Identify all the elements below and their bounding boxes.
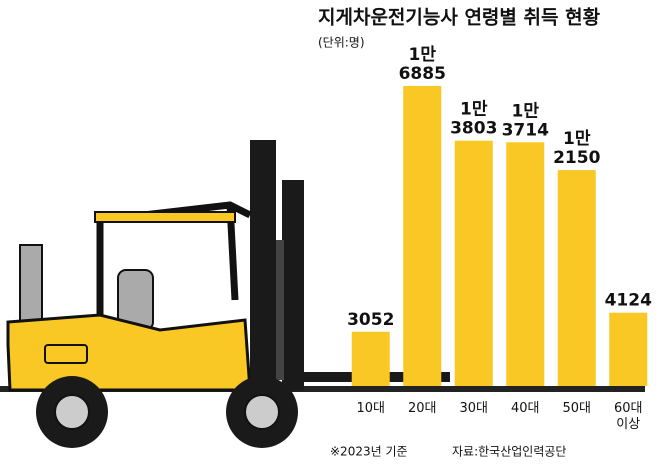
chart-title: 지게차운전기능사 연령별 취득 현황 [318, 6, 601, 29]
value-label: 1만 2150 [553, 129, 600, 168]
bar [351, 331, 390, 386]
value-label: 1만 3803 [450, 100, 497, 139]
x-tick-label: 40대 [511, 401, 540, 416]
x-tick-label: 50대 [562, 401, 591, 416]
value-label: 3052 [347, 310, 394, 330]
x-tick-label: 10대 [356, 401, 385, 416]
bar [557, 170, 596, 386]
bar [403, 85, 442, 386]
x-tick-label: 60대 이상 [614, 401, 643, 432]
bar [609, 312, 648, 386]
x-tick-label: 30대 [459, 401, 488, 416]
value-label: 4124 [605, 291, 652, 311]
value-label: 1만 6885 [399, 45, 446, 84]
x-tick-label: 20대 [408, 401, 437, 416]
note: ※2023년 기준 [330, 445, 408, 459]
source: 자료:한국산업인력공단 [452, 445, 566, 459]
value-label: 1만 3714 [502, 101, 549, 140]
bar [454, 140, 493, 386]
chart-subtitle: (단위:명) [318, 36, 365, 50]
forklift-illustration [0, 140, 645, 448]
bar [506, 142, 545, 386]
